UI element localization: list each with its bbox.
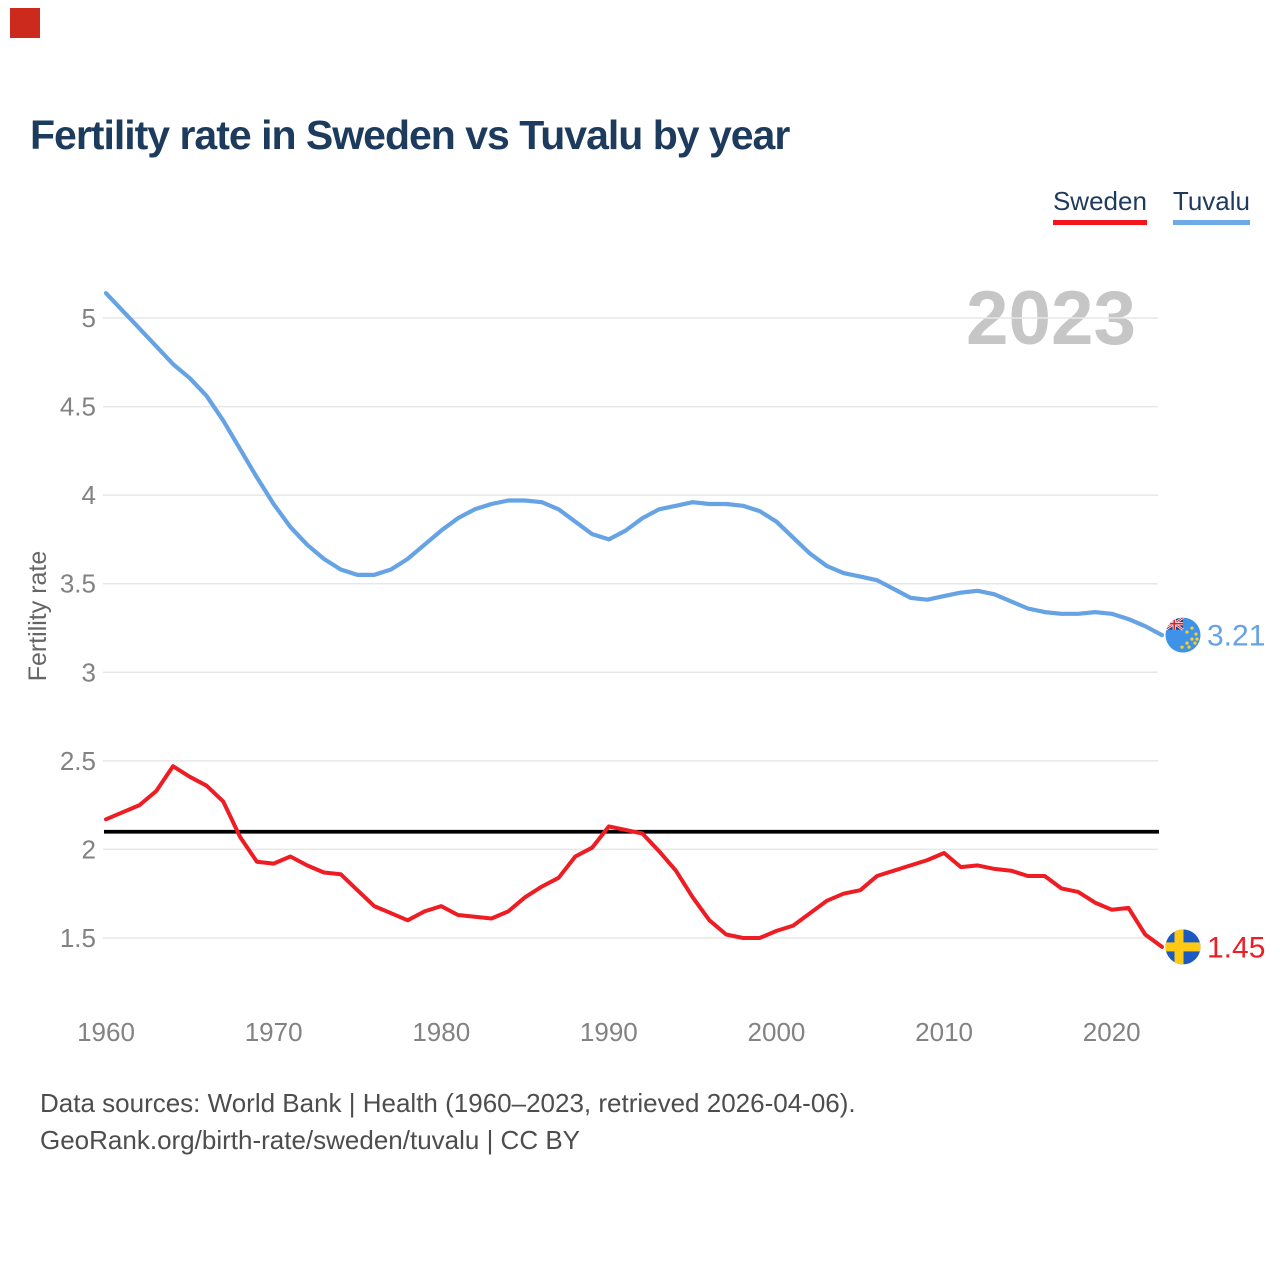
- y-tick-label: 3: [82, 657, 96, 687]
- page-title: Fertility rate in Sweden vs Tuvalu by ye…: [30, 112, 790, 158]
- y-tick-label: 4: [82, 480, 96, 510]
- y-tick-label: 3.5: [60, 569, 96, 599]
- tuvalu-line: [103, 291, 1165, 638]
- footer-url-line: GeoRank.org/birth-rate/sweden/tuvalu | C…: [40, 1125, 581, 1155]
- x-tick-label: 1990: [580, 1017, 638, 1047]
- x-tick-label: 2000: [748, 1017, 806, 1047]
- y-tick-label: 5: [82, 303, 96, 333]
- y-tick-label: 2.5: [60, 746, 96, 776]
- y-gridlines-and-labels: 1.5 2 2.5 3 3.5 4 4.5 5: [60, 303, 1158, 953]
- y-tick-label: 2: [82, 834, 96, 864]
- sweden-value-label: 1.45: [1207, 931, 1265, 964]
- chart-legend: Sweden Tuvalu: [1052, 186, 1250, 225]
- chart-footer: Data sources: World Bank | Health (1960–…: [40, 1085, 856, 1159]
- legend-item-tuvalu[interactable]: Tuvalu: [1172, 186, 1250, 225]
- x-tick-label: 2020: [1083, 1017, 1141, 1047]
- x-tick-labels: 1960 1970 1980 1990 2000 2010 2020: [77, 1017, 1141, 1047]
- legend-item-sweden[interactable]: Sweden: [1052, 186, 1147, 225]
- y-axis-label: Fertility rate: [24, 551, 52, 682]
- red-marker: [10, 8, 40, 38]
- tuvalu-flag-icon: [1165, 617, 1201, 653]
- footer-source-line: Data sources: World Bank | Health (1960–…: [40, 1088, 856, 1118]
- y-tick-label: 4.5: [60, 392, 96, 422]
- x-tick-label: 1970: [245, 1017, 303, 1047]
- y-tick-label: 1.5: [60, 923, 96, 953]
- sweden-line: [104, 764, 1164, 949]
- x-tick-label: 2010: [915, 1017, 973, 1047]
- x-tick-label: 1980: [412, 1017, 470, 1047]
- sweden-flag-icon: [1165, 929, 1201, 965]
- x-tick-label: 1960: [77, 1017, 135, 1047]
- tuvalu-value-label: 3.21: [1207, 620, 1265, 653]
